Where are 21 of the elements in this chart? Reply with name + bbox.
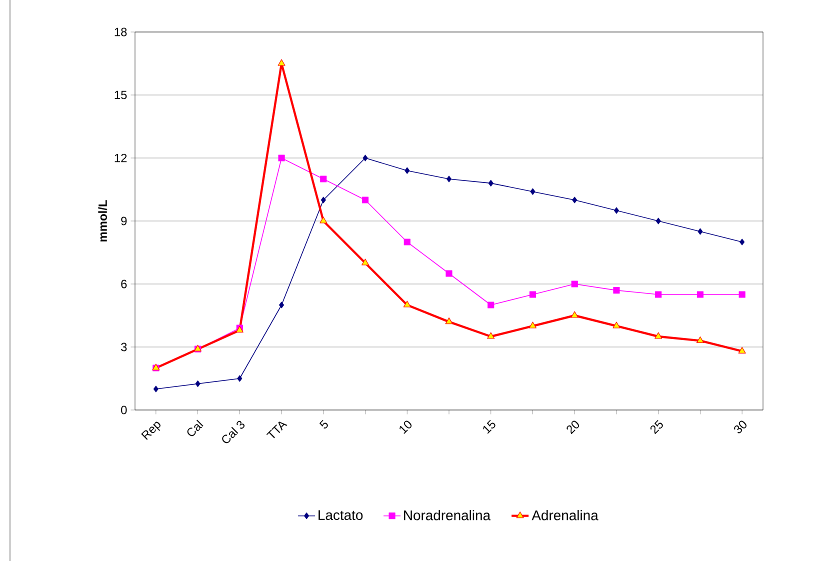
legend-label: Lactato (318, 510, 363, 520)
x-tick-label: Rep (141, 422, 161, 440)
x-tick-label: 10 (400, 420, 412, 434)
y-tick-label: 15 (114, 90, 127, 100)
y-axis-title: mmol/L (98, 200, 108, 242)
y-tick-label: 18 (114, 28, 127, 36)
x-tick-label: Cal 3 (222, 420, 245, 444)
legend-label: Noradrenalina (404, 510, 491, 520)
x-tick-label: 20 (566, 420, 580, 434)
x-tick-label: 25 (650, 420, 663, 434)
y-tick-label: 12 (114, 154, 127, 162)
y-tick-label: 9 (121, 216, 127, 226)
x-tick-label: 30 (734, 420, 746, 434)
x-tick-label: 15 (483, 420, 496, 434)
y-tick-label: 0 (121, 406, 127, 414)
y-tick-label: 3 (121, 342, 127, 352)
x-tick-label: 5 (319, 420, 328, 429)
x-tick-label: TTA (266, 422, 288, 438)
x-tick-label: Cal (187, 420, 204, 436)
legend-label: Adrenalina (532, 510, 598, 520)
y-tick-label: 6 (121, 280, 127, 288)
